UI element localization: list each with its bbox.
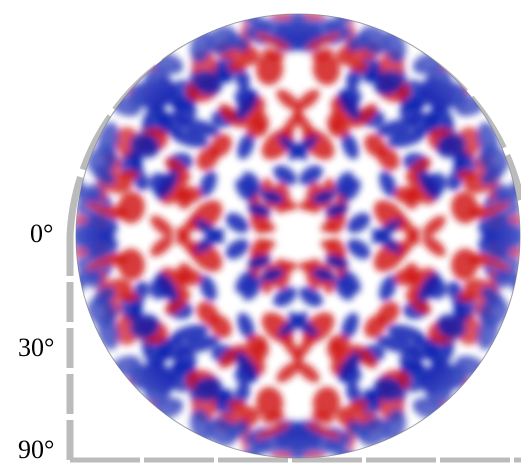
figure: 0° 30° 90° bbox=[0, 0, 521, 468]
page: 0° 30° 90° (() => { const data = JSON.pa… bbox=[0, 0, 521, 468]
axis-label: 30° bbox=[18, 333, 54, 362]
axis-label: 0° bbox=[30, 219, 53, 248]
sphere-shade bbox=[76, 14, 520, 458]
axis-label: 90° bbox=[18, 435, 54, 464]
